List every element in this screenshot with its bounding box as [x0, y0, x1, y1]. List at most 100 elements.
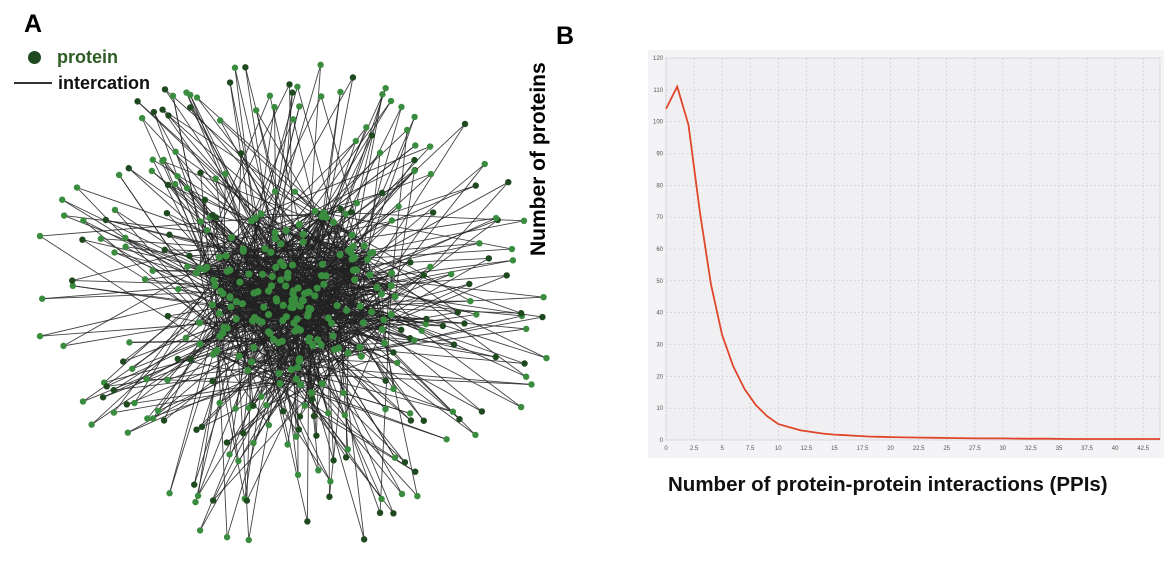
- protein-node: [210, 276, 218, 284]
- protein-node: [115, 171, 123, 179]
- interaction-edge: [226, 212, 325, 538]
- interaction-edge: [321, 216, 335, 461]
- interaction-edge: [39, 212, 324, 237]
- protein-node: [450, 341, 458, 348]
- protein-node: [203, 263, 211, 272]
- interaction-edge: [381, 163, 486, 295]
- interaction-edge: [146, 378, 301, 385]
- protein-node: [223, 267, 231, 275]
- protein-node: [252, 107, 260, 114]
- protein-node: [172, 148, 179, 155]
- protein-node: [317, 61, 324, 69]
- degree-distribution-chart: 0 10 20 30 40 50 60 70 80 90 100 110 120 0 2.5 5 7.5 10 12…: [648, 50, 1164, 458]
- plot-background: [665, 57, 1161, 441]
- protein-node: [122, 234, 129, 242]
- interaction-edge: [215, 178, 240, 357]
- interaction-edge: [325, 217, 365, 540]
- protein-node: [478, 408, 486, 415]
- protein-node: [120, 358, 127, 365]
- interaction-edge: [294, 191, 392, 287]
- protein-node: [307, 389, 316, 397]
- protein-node: [523, 325, 530, 333]
- interaction-edge: [105, 219, 355, 281]
- protein-node: [449, 408, 457, 415]
- protein-node: [236, 278, 244, 286]
- protein-node: [196, 527, 204, 534]
- protein-node: [79, 398, 87, 405]
- x-tick-label: 35: [1056, 446, 1063, 452]
- protein-node: [467, 297, 474, 305]
- protein-node: [351, 276, 359, 284]
- y-tick-label: 40: [656, 311, 663, 317]
- protein-node: [277, 240, 285, 248]
- protein-node: [352, 137, 360, 145]
- interaction-edge: [242, 303, 254, 406]
- protein-node: [159, 106, 166, 113]
- interaction-edge: [189, 107, 373, 313]
- network-legend: protein intercation: [14, 44, 150, 96]
- protein-node: [330, 457, 337, 464]
- protein-node: [294, 83, 301, 90]
- protein-node: [193, 426, 200, 433]
- protein-node: [209, 497, 217, 504]
- protein-node: [347, 209, 355, 216]
- interaction-edge: [376, 287, 394, 389]
- protein-node: [161, 246, 168, 254]
- interaction-edge: [333, 222, 349, 450]
- protein-node: [277, 276, 285, 284]
- protein-node: [187, 356, 194, 363]
- protein-node: [237, 150, 245, 157]
- protein-node: [349, 74, 357, 81]
- protein-node: [466, 280, 473, 288]
- protein-node: [129, 365, 136, 372]
- protein-node: [337, 205, 344, 213]
- protein-node: [395, 203, 402, 210]
- protein-node: [539, 313, 546, 321]
- protein-node: [353, 199, 361, 207]
- protein-node: [239, 247, 247, 255]
- protein-node: [123, 401, 131, 408]
- protein-node: [226, 294, 234, 302]
- protein-node: [329, 332, 337, 340]
- protein-node: [343, 306, 351, 314]
- protein-node: [215, 253, 223, 261]
- protein-node: [215, 309, 223, 318]
- protein-node: [388, 217, 396, 224]
- protein-node: [250, 343, 258, 352]
- protein-node: [287, 366, 296, 374]
- interaction-edge: [240, 153, 293, 266]
- protein-node: [292, 375, 300, 383]
- protein-node: [193, 94, 201, 101]
- protein-node: [284, 441, 291, 448]
- protein-node: [197, 218, 204, 225]
- protein-node: [293, 364, 302, 372]
- interaction-edge: [212, 347, 255, 382]
- interaction-edge: [280, 262, 300, 430]
- protein-node: [359, 319, 367, 327]
- protein-node: [313, 432, 320, 439]
- protein-node: [265, 421, 273, 429]
- protein-node: [99, 394, 107, 401]
- protein-node: [387, 310, 395, 319]
- x-tick-label: 30: [999, 446, 1006, 452]
- protein-node: [315, 467, 322, 474]
- protein-node: [505, 178, 512, 186]
- interaction-edge: [125, 237, 200, 269]
- interaction-edge: [172, 95, 208, 268]
- interaction-edge: [360, 305, 455, 345]
- protein-node: [69, 282, 77, 290]
- protein-node: [304, 518, 311, 525]
- protein-node: [318, 212, 326, 221]
- protein-node: [232, 315, 240, 323]
- protein-node-icon: [28, 50, 41, 64]
- protein-node: [80, 217, 87, 224]
- protein-node: [299, 297, 307, 305]
- protein-node: [363, 256, 372, 264]
- protein-node: [271, 103, 278, 111]
- protein-node: [248, 358, 256, 366]
- y-tick-label: 90: [656, 152, 663, 158]
- protein-node: [144, 415, 151, 422]
- interaction-edge: [268, 331, 386, 382]
- interaction-edge: [248, 273, 300, 430]
- protein-node: [324, 409, 332, 417]
